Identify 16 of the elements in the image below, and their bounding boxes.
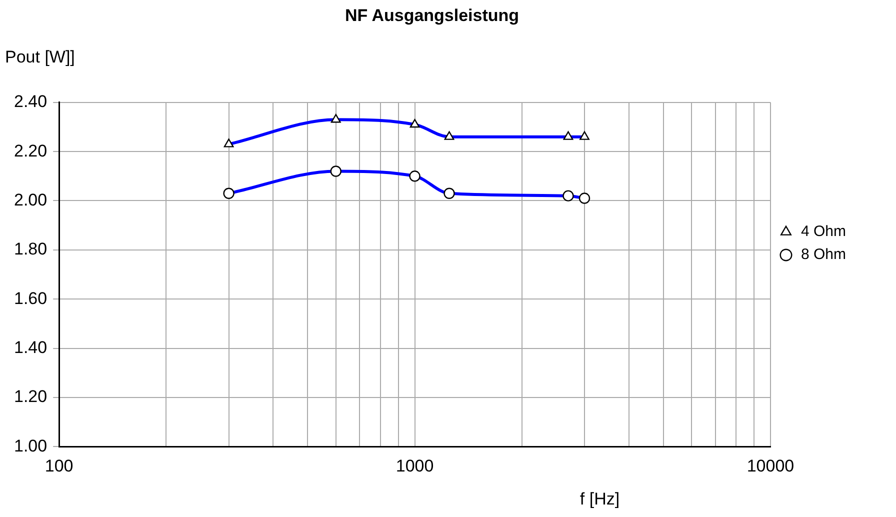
y-tick-label: 1.80 <box>14 240 48 259</box>
x-tick-label: 10000 <box>746 456 794 476</box>
y-tick-label: 2.40 <box>14 92 48 112</box>
x-tick-label: 100 <box>44 456 74 476</box>
y-tick-label: 2.00 <box>14 190 48 210</box>
legend-label: 8 Ohm <box>800 246 846 264</box>
x-tick-label: 1000 <box>396 456 434 476</box>
y-tick-label: 1.20 <box>14 387 48 406</box>
y-axis-title: Pout [W]] <box>5 48 75 67</box>
legend-label: 4 Ohm <box>800 223 846 240</box>
y-tick-label: 1.00 <box>14 436 48 456</box>
chart-title: NF Ausgangsleistung <box>344 6 520 25</box>
y-tick-label: 1.60 <box>14 288 48 308</box>
y-tick-label: 1.40 <box>14 338 48 357</box>
x-axis-title: f [Hz] <box>580 490 620 509</box>
y-tick-label: 2.20 <box>14 141 48 160</box>
